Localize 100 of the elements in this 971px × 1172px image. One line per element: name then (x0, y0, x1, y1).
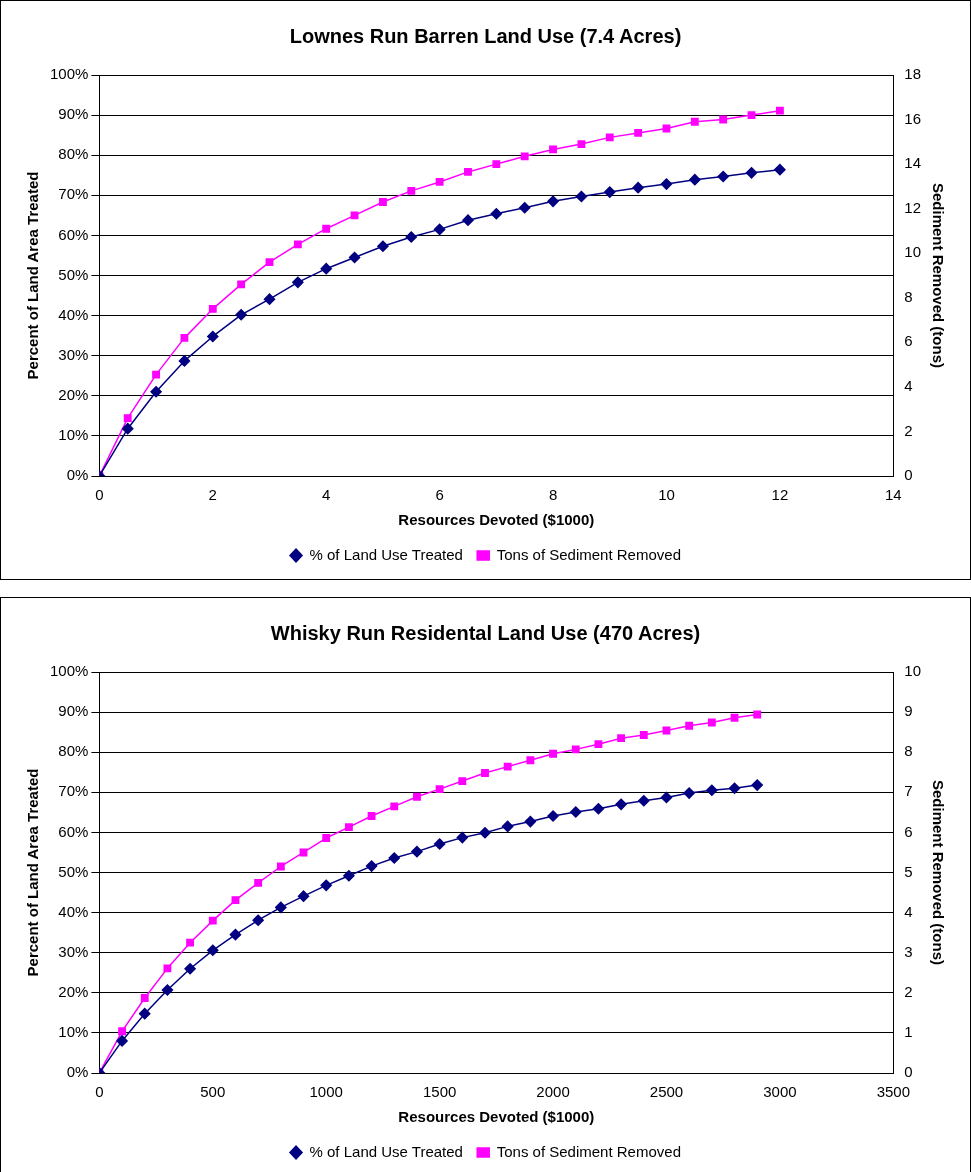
y2-tick-label: 5 (904, 862, 913, 880)
point (575, 190, 588, 203)
point (320, 879, 332, 892)
y2-tick-label: 6 (904, 332, 913, 350)
point (634, 128, 643, 137)
y2-tick-label: 8 (904, 742, 913, 760)
point (365, 860, 378, 872)
point (707, 718, 716, 727)
point (208, 304, 217, 313)
chart-title: Lownes Run Barren Land Use (7.4 Acres) (289, 24, 682, 47)
point (547, 195, 559, 208)
x-tick-label: 4 (322, 486, 331, 504)
y2-tick-label: 12 (904, 198, 921, 216)
y-tick-label: 50% (58, 265, 89, 283)
point (433, 223, 446, 236)
x-tick-label: 14 (884, 486, 902, 504)
point (350, 211, 359, 220)
point (237, 280, 246, 289)
chart-title: Whisky Run Residental Land Use (470 Acres) (270, 621, 701, 644)
y2-tick-label: 10 (904, 662, 921, 680)
point (458, 777, 467, 785)
y-tick-label: 80% (58, 145, 89, 163)
x-tick-label: 3000 (763, 1083, 797, 1101)
y-tick-label: 70% (58, 185, 89, 203)
point (689, 173, 701, 186)
x-tick-label: 0 (95, 486, 104, 504)
point (518, 201, 531, 214)
x-tick-label: 2000 (536, 1083, 570, 1101)
x-tick-label: 10 (658, 486, 675, 504)
legend-label: % of Land Use Treated (309, 1142, 463, 1160)
point (150, 386, 162, 398)
point (263, 293, 276, 305)
point (719, 115, 728, 124)
y-tick-label: 0% (66, 1063, 89, 1081)
legend-label: Tons of Sediment Removed (496, 545, 681, 563)
point (706, 784, 718, 797)
point (615, 798, 627, 811)
legend-label: % of Land Use Treated (309, 545, 463, 563)
point (569, 806, 582, 818)
point (413, 792, 421, 801)
point (638, 794, 650, 807)
y-axis-title: Percent of Land Area Treated (24, 171, 42, 380)
point (186, 938, 195, 947)
point (526, 756, 535, 765)
point (297, 890, 310, 902)
point (405, 231, 418, 243)
point (138, 1007, 151, 1020)
point (745, 167, 758, 179)
point (690, 117, 699, 126)
y-tick-label: 30% (58, 345, 89, 363)
point (683, 787, 695, 799)
y2-tick-label: 16 (904, 109, 921, 127)
point (501, 820, 514, 833)
y-tick-label: 90% (58, 105, 89, 123)
point (116, 1035, 128, 1047)
y2-tick-label: 1 (904, 1023, 913, 1041)
point (462, 214, 474, 226)
point (685, 721, 694, 730)
point (632, 181, 644, 194)
point (520, 152, 529, 161)
y2-tick-label: 18 (904, 65, 921, 83)
point (407, 186, 416, 195)
x-tick-label: 12 (771, 486, 789, 504)
y2-axis-title: Sediment Removed (tons) (929, 182, 947, 369)
point (140, 994, 149, 1002)
point (594, 740, 603, 749)
point (774, 163, 786, 176)
point (252, 914, 264, 926)
x-axis-title: Resources Devoted ($1000) (398, 1108, 595, 1126)
y2-tick-label: 2 (904, 982, 913, 1000)
x-tick-label: 2 (208, 486, 217, 504)
point (275, 901, 287, 914)
point (492, 160, 501, 169)
point (717, 170, 729, 183)
x-tick-label: 6 (435, 486, 444, 504)
y2-tick-label: 8 (904, 287, 913, 305)
y-tick-label: 80% (58, 742, 89, 760)
x-tick-label: 1500 (422, 1083, 457, 1101)
y-tick-label: 10% (58, 1023, 89, 1041)
y2-tick-label: 7 (904, 782, 913, 800)
x-tick-label: 0 (95, 1083, 104, 1101)
legend-label: Tons of Sediment Removed (496, 1142, 681, 1160)
y-tick-label: 90% (58, 702, 89, 720)
y2-tick-label: 6 (904, 822, 913, 840)
point (322, 834, 331, 842)
y2-tick-label: 3 (904, 942, 913, 960)
point (549, 749, 557, 758)
y2-tick-label: 4 (904, 377, 913, 395)
point (231, 896, 240, 905)
x-tick-label: 2500 (649, 1083, 684, 1101)
point (605, 133, 614, 142)
y-tick-label: 70% (58, 782, 89, 800)
y-tick-label: 20% (58, 982, 89, 1000)
point (292, 276, 304, 289)
point (660, 791, 673, 804)
point (464, 167, 472, 176)
y2-tick-label: 0 (904, 466, 913, 484)
x-tick-label: 3500 (876, 1083, 910, 1101)
point (378, 198, 387, 206)
point (152, 370, 161, 379)
